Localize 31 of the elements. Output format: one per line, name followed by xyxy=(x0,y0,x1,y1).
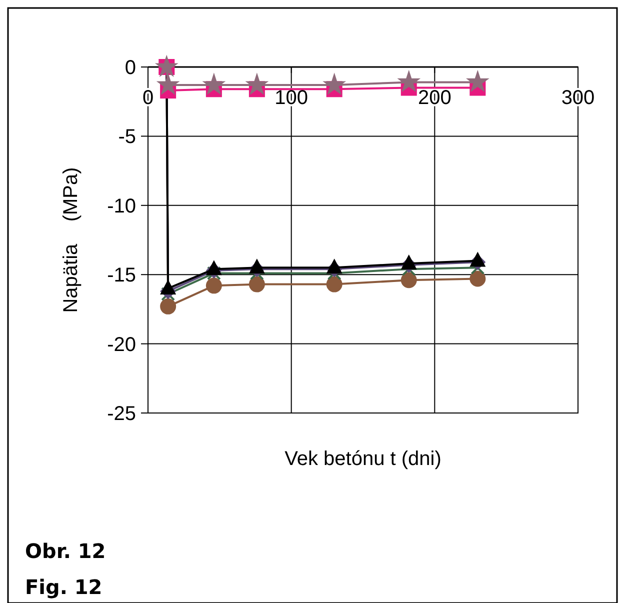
point xyxy=(248,258,265,274)
point xyxy=(248,276,265,292)
y-tick-label: 0 xyxy=(124,57,136,79)
point xyxy=(206,266,221,280)
point xyxy=(470,252,486,267)
point xyxy=(154,54,178,77)
point xyxy=(160,298,176,314)
y-tick-label: -20 xyxy=(107,334,136,356)
y-tick-label: -10 xyxy=(107,195,136,218)
point xyxy=(400,254,417,270)
y-tick-label: -15 xyxy=(107,264,136,287)
point xyxy=(397,70,421,92)
point xyxy=(245,72,269,95)
point xyxy=(466,70,490,92)
point xyxy=(400,272,417,288)
point xyxy=(206,260,222,276)
point xyxy=(326,258,342,274)
x-axis-title: Vek betónu t (dni) xyxy=(284,448,442,470)
y-tick-label: -25 xyxy=(107,403,136,425)
caption: Fig. 12 xyxy=(25,575,102,599)
y-axis-title: Napätia (MPa) xyxy=(60,167,82,313)
point xyxy=(156,72,180,95)
point xyxy=(470,270,486,287)
point xyxy=(322,72,346,95)
y-tick-label: -5 xyxy=(118,126,136,148)
point xyxy=(160,279,176,294)
point xyxy=(206,278,222,294)
point xyxy=(202,72,226,95)
text: Obr. 12 xyxy=(25,539,106,563)
point xyxy=(161,286,176,301)
point xyxy=(326,276,342,292)
